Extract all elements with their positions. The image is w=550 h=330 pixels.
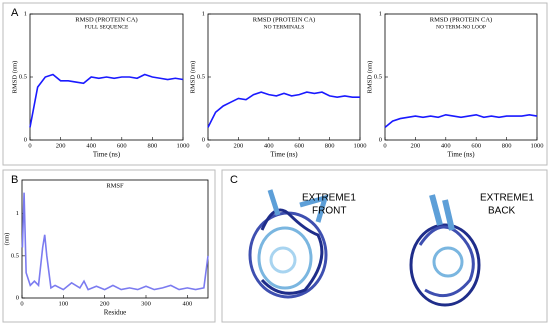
y-tick-label: 0	[379, 136, 382, 143]
y-tick-label: 1	[16, 210, 19, 217]
chart-title: RMSD (PROTEIN CA)	[253, 16, 315, 23]
data-line	[29, 73, 184, 128]
chart-subtitle: NO TERM-NO LOOP	[436, 24, 486, 30]
structure-label: BACK	[488, 206, 516, 217]
y-tick-label: 0.5	[374, 73, 382, 80]
structure-label: FRONT	[312, 206, 346, 217]
data-line	[384, 113, 538, 129]
chart-subtitle: NO TERMINALS	[264, 24, 305, 30]
x-axis-label: Residue	[104, 309, 127, 317]
y-tick-label: 0.5	[19, 73, 27, 80]
x-tick-label: 800	[502, 142, 512, 149]
x-tick-label: 0	[28, 142, 31, 149]
x-tick-label: 0	[206, 142, 209, 149]
y-axis-label: RMSD (nm)	[366, 61, 373, 94]
plot-frame	[207, 13, 361, 141]
x-tick-label: 600	[117, 142, 127, 149]
y-tick-label: 0.5	[11, 252, 19, 259]
x-tick-label: 400	[86, 142, 96, 149]
y-tick-label: 0	[16, 294, 19, 301]
y-tick-label: 1	[24, 10, 27, 17]
structure-label: EXTREME1	[480, 193, 534, 204]
y-axis-label: RMSD (nm)	[11, 61, 18, 94]
x-tick-label: 0	[383, 142, 386, 149]
y-tick-label: 0	[24, 136, 27, 143]
x-tick-label: 0	[20, 300, 23, 307]
x-tick-label: 200	[411, 142, 421, 149]
x-axis-label: Time (ns)	[270, 151, 298, 159]
x-tick-label: 800	[325, 142, 335, 149]
x-tick-label: 600	[294, 142, 304, 149]
panel-label: A	[11, 7, 19, 19]
x-tick-label: 800	[148, 142, 158, 149]
x-tick-label: 400	[264, 142, 274, 149]
x-tick-label: 1000	[354, 142, 367, 149]
protein-front	[248, 189, 329, 299]
x-tick-label: 1000	[177, 142, 190, 149]
chart-title: RMSD (PROTEIN CA)	[430, 16, 492, 23]
plot-frame	[384, 13, 538, 141]
chart-title: RMSF	[106, 182, 124, 189]
panel-label: C	[230, 174, 238, 186]
structure-label: EXTREME1	[302, 193, 356, 204]
panel-c-box	[221, 169, 548, 323]
x-tick-label: 600	[471, 142, 481, 149]
x-tick-label: 1000	[531, 142, 544, 149]
x-tick-label: 400	[182, 300, 192, 307]
x-tick-label: 300	[141, 300, 151, 307]
y-tick-label: 0.5	[197, 73, 205, 80]
x-axis-label: Time (ns)	[93, 151, 121, 159]
y-tick-label: 1	[379, 10, 382, 17]
x-tick-label: 200	[100, 300, 110, 307]
x-tick-label: 100	[58, 300, 68, 307]
y-tick-label: 0	[202, 136, 205, 143]
x-tick-label: 200	[234, 142, 244, 149]
chart-title: RMSD (PROTEIN CA)	[75, 16, 137, 23]
y-tick-label: 1	[202, 10, 205, 17]
x-tick-label: 200	[56, 142, 66, 149]
data-line	[21, 192, 209, 291]
x-axis-label: Time (ns)	[447, 151, 475, 159]
y-axis-label: RMSD (nm)	[189, 61, 196, 94]
data-line	[207, 91, 360, 128]
y-axis-label: (nm)	[3, 233, 10, 246]
panel-label: B	[11, 174, 18, 186]
x-tick-label: 400	[441, 142, 451, 149]
panel-a-box	[2, 2, 548, 166]
chart-subtitle: FULL SEQUENCE	[85, 24, 129, 30]
panel-b-box	[2, 169, 216, 323]
protein-back	[409, 194, 481, 307]
